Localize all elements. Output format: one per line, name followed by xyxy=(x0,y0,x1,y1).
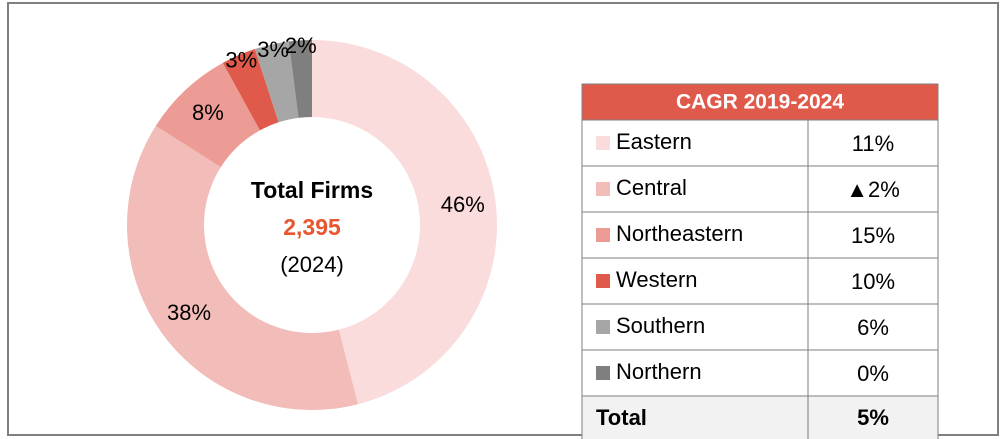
legend-label: Eastern xyxy=(616,129,692,154)
legend-label: Northeastern xyxy=(616,221,743,246)
legend-swatch xyxy=(596,182,610,196)
table-value: 6% xyxy=(857,315,889,340)
center-value: 2,395 xyxy=(283,214,341,240)
slice-label: 3% xyxy=(257,37,289,62)
slice-label: 2% xyxy=(285,33,317,58)
table-value: 11% xyxy=(852,131,894,156)
legend-swatch xyxy=(596,366,610,380)
legend-label: Northern xyxy=(616,359,702,384)
table-header-bg xyxy=(582,84,938,120)
donut-slice xyxy=(288,40,312,118)
legend-label: Central xyxy=(616,175,687,200)
slice-label: 8% xyxy=(192,100,224,125)
center-note: (2024) xyxy=(280,252,344,277)
donut xyxy=(126,40,498,411)
center-title: Total Firms xyxy=(251,177,373,203)
total-row-bg xyxy=(582,396,938,439)
table-value: ▲2% xyxy=(846,177,900,202)
table-header: CAGR 2019-2024 xyxy=(676,91,844,114)
legend-swatch xyxy=(596,274,610,288)
slice-label: 3% xyxy=(225,47,257,72)
legend-swatch xyxy=(596,228,610,242)
legend-label: Western xyxy=(616,267,698,292)
total-value: 5% xyxy=(857,405,889,430)
legend-label: Southern xyxy=(616,313,705,338)
table: CAGR 2019-2024 Eastern 11% Central ▲2% North… xyxy=(581,83,939,439)
slice-label: 38% xyxy=(167,300,211,325)
legend-swatch xyxy=(596,136,610,150)
donut-slice xyxy=(222,49,279,131)
legend-swatch xyxy=(596,320,610,334)
donut-slice xyxy=(126,125,359,411)
table-value: 10% xyxy=(851,269,895,294)
donut-slice xyxy=(155,62,260,168)
table-border xyxy=(581,83,939,439)
donut-slice xyxy=(254,41,299,123)
total-label: Total xyxy=(596,405,647,430)
donut-slice xyxy=(312,40,498,405)
table-value: 15% xyxy=(851,223,895,248)
table-value: 0% xyxy=(857,361,889,386)
slice-label: 46% xyxy=(441,192,485,217)
